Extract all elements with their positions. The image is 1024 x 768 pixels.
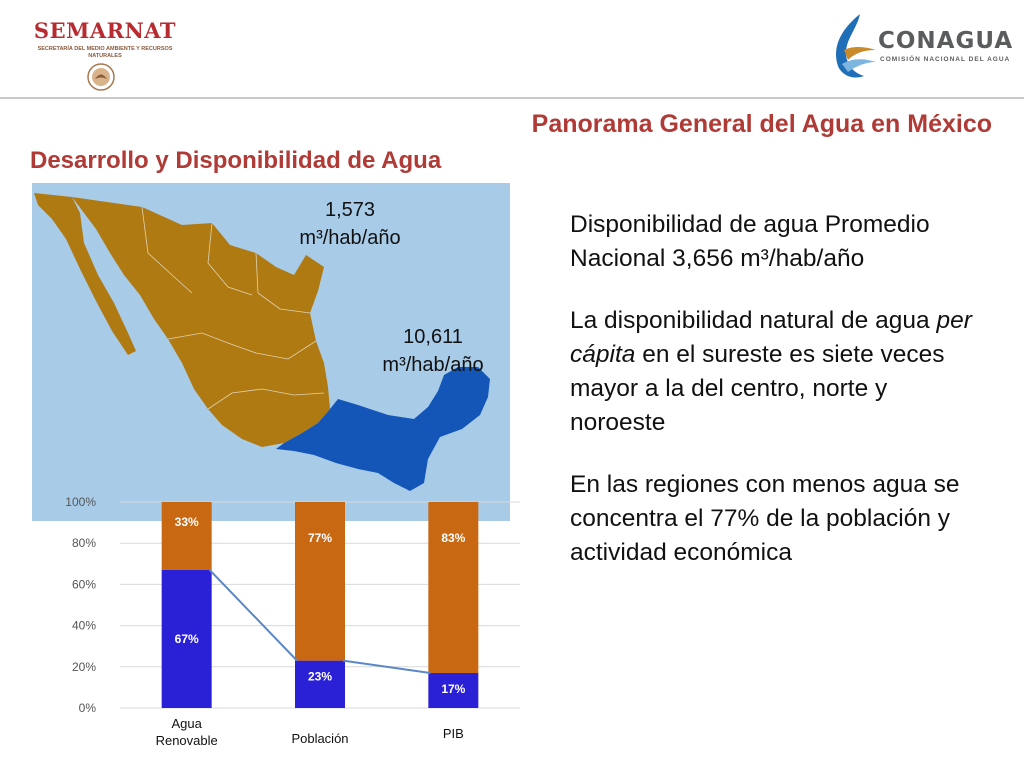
map-label-north-unit: m³/hab/año [299,227,401,249]
data-label: 77% [308,531,332,545]
map-label-south: 10,611 m³/hab/año [358,323,508,379]
y-tick-label: 100% [65,495,96,509]
map-region-north-center [72,197,330,447]
bar-segment [428,502,479,673]
chart-bars [161,502,479,708]
body-text: Disponibilidad de agua Promedio Nacional… [570,208,980,598]
national-seal-icon [87,63,115,91]
map-label-north-value: 1,573 [324,199,376,221]
data-label: 17% [441,682,465,696]
category-label-line: Renovable [156,733,218,748]
bar-segment [295,660,345,708]
map-region-baja-california [34,193,136,355]
map-state-borders [141,206,325,410]
conagua-logo-subtitle: COMISIÓN NACIONAL DEL AGUA [880,56,1011,63]
y-tick-label: 0% [79,701,97,715]
map-region-southeast [276,367,490,491]
semarnat-logo: SEMARNAT SECRETARÍA DEL MEDIO AMBIENTE Y… [30,18,180,96]
stacked-bar-chart: 0% 20% 40% 60% 80% 100% 67% 33% 23% 77% 17% 83% Ag… [65,495,520,748]
semarnat-logo-subtitle: SECRETARÍA DEL MEDIO AMBIENTE Y RECURSOS… [37,46,173,59]
chart-y-axis: 0% 20% 40% 60% 80% 100% [65,495,96,715]
bar-segment [161,569,212,708]
slide-subtitle: Desarrollo y Disponibilidad de Agua [30,147,442,174]
y-tick-label: 20% [72,660,96,674]
conagua-logo: CONAGUA COMISIÓN NACIONAL DEL AGUA [830,10,1015,82]
paragraph-per-capita-end: en el sureste es siete veces mayor a la … [570,341,945,436]
data-label: 33% [175,515,199,529]
header-divider [0,97,1024,99]
connector-line [208,569,298,662]
mexico-map [32,183,510,521]
bar-segment [295,502,345,661]
category-label: PIB [443,726,464,741]
category-label-line: Agua [171,716,202,731]
y-tick-label: 60% [72,577,96,591]
category-label-line: PIB [443,726,464,741]
map-label-north: 1,573 m³/hab/año [270,196,430,252]
conagua-logo-title: CONAGUA [878,28,1014,54]
data-label: 23% [308,670,332,684]
paragraph-population-concentration: En las regiones con menos agua se concen… [570,471,960,566]
chart-connector-lines [208,569,431,674]
y-tick-label: 80% [72,536,96,550]
paragraph-average-availability: Disponibilidad de agua Promedio Nacional… [570,211,930,272]
data-label: 83% [441,531,465,545]
paragraph-per-capita: La disponibilidad natural de agua per cá… [570,304,980,440]
conagua-drop-icon [836,14,876,78]
category-label-line: Población [291,731,348,746]
semarnat-logo-title: SEMARNAT [33,18,177,43]
bar-segment [161,502,212,570]
per-capita-emphasis: per cápita [570,307,972,368]
chart-x-axis: Agua Renovable Población PIB [156,716,464,748]
paragraph-per-capita-start: La disponibilidad natural de agua [570,307,937,334]
map-label-south-unit: m³/hab/año [382,354,484,376]
chart-data-labels: 67% 33% 23% 77% 17% 83% [175,515,466,696]
category-label: Agua Renovable [156,716,218,748]
data-label: 67% [175,632,199,646]
bar-segment [428,672,479,708]
slide-title: Panorama General del Agua en México [531,110,992,138]
y-tick-label: 40% [72,619,96,633]
category-label: Población [291,731,348,746]
connector-line [342,659,431,674]
map-label-south-value: 10,611 [403,326,463,348]
